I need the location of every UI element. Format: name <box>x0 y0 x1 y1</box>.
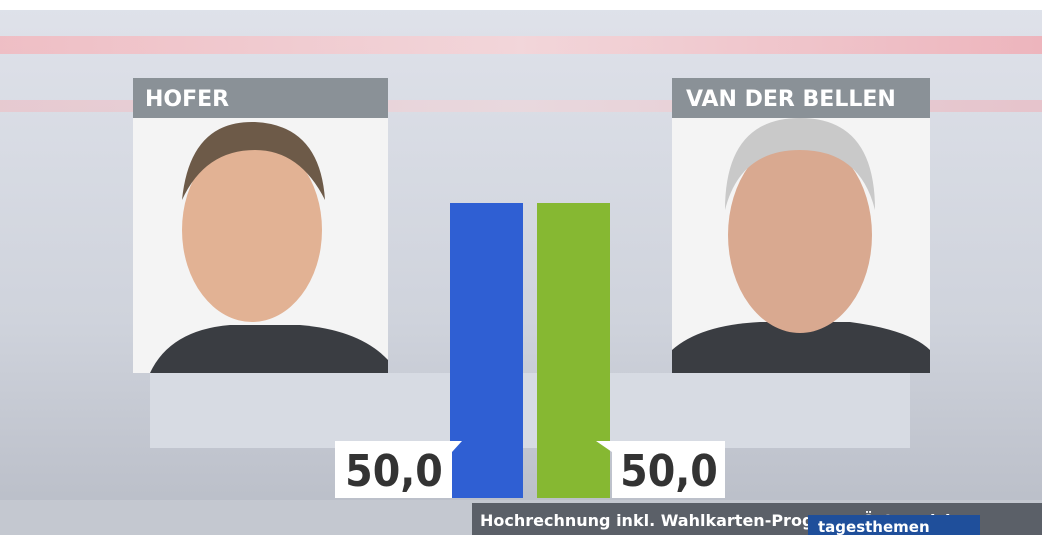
value-box <box>335 441 462 498</box>
bar <box>450 203 523 498</box>
photo-face <box>182 138 322 322</box>
photo-suit <box>672 322 930 373</box>
photo-hair <box>182 121 325 200</box>
bars <box>450 203 610 498</box>
candidate-name: VAN DER BELLEN <box>686 87 896 112</box>
value-label: 50,0 <box>345 446 443 497</box>
bar <box>537 203 610 498</box>
photo-suit <box>150 325 388 373</box>
name-header <box>133 78 388 118</box>
name-header <box>672 78 930 118</box>
candidate-name: HOFER <box>145 87 229 112</box>
value-label: 50,0 <box>620 446 718 497</box>
photo-face <box>728 137 872 333</box>
photo-hair <box>725 118 875 210</box>
value-box <box>596 441 725 498</box>
top-strip <box>0 0 1042 10</box>
logo-box <box>808 515 980 535</box>
pedestal <box>150 373 910 448</box>
light-stripe <box>0 36 1042 54</box>
logo: tagesthemen <box>818 518 930 535</box>
